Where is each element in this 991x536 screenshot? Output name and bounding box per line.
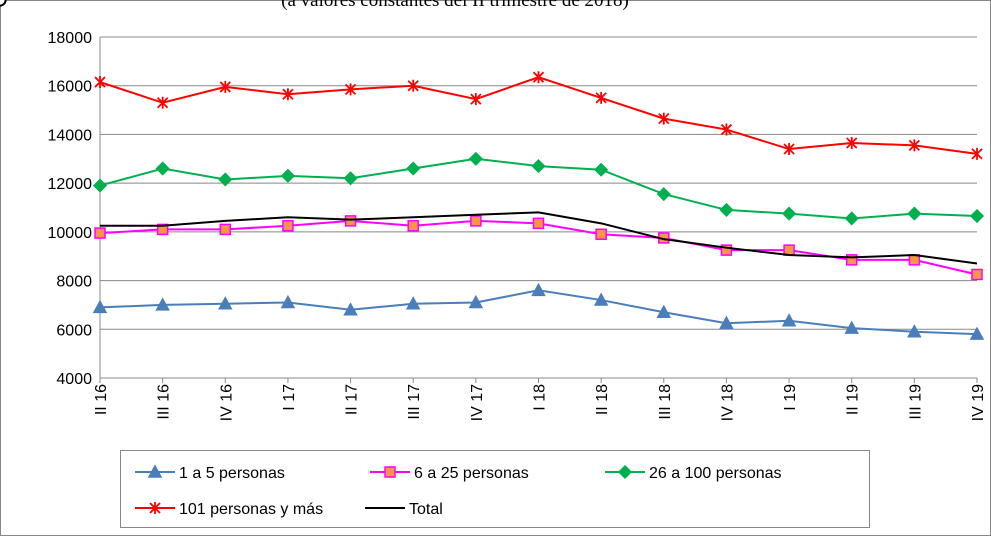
y-tick-label: 16000 <box>48 79 93 96</box>
series-line <box>100 211 978 265</box>
marker <box>846 136 858 149</box>
legend-label: 6 a 25 personas <box>414 465 529 482</box>
marker <box>844 211 859 226</box>
marker <box>719 202 734 217</box>
x-tick-label: II 17 <box>344 384 361 415</box>
y-tick-label: 14000 <box>48 127 93 144</box>
x-tick-label: I 18 <box>532 384 549 411</box>
marker <box>720 123 733 136</box>
marker <box>343 302 358 316</box>
x-tick-label: II 16 <box>93 384 110 415</box>
legend-label: 1 a 5 personas <box>179 465 285 482</box>
marker <box>468 294 484 309</box>
marker <box>617 464 633 480</box>
marker <box>0 0 7 7</box>
y-tick-label: 10000 <box>48 225 93 242</box>
marker <box>155 297 170 311</box>
marker <box>94 227 106 239</box>
marker <box>470 93 482 106</box>
marker <box>594 162 609 177</box>
marker <box>969 208 985 224</box>
marker <box>844 320 859 334</box>
marker <box>218 296 233 310</box>
marker <box>407 79 419 92</box>
x-tick-label: IV 17 <box>469 384 486 421</box>
marker <box>157 96 169 109</box>
marker <box>282 88 294 101</box>
legend-label: 101 personas y más <box>179 501 323 518</box>
marker <box>908 139 920 152</box>
marker <box>218 172 233 187</box>
marker <box>532 71 545 84</box>
marker <box>907 206 922 221</box>
marker <box>971 147 983 160</box>
marker <box>470 215 482 227</box>
legend-label: 26 a 100 personas <box>649 465 782 482</box>
marker <box>280 294 296 309</box>
y-tick-label: 6000 <box>56 322 92 339</box>
marker <box>147 464 163 478</box>
y-tick-label: 12000 <box>48 176 93 193</box>
x-tick-label: III 16 <box>156 384 173 420</box>
marker <box>781 313 797 327</box>
marker <box>531 282 546 297</box>
marker <box>156 223 169 236</box>
marker <box>845 254 858 266</box>
x-tick-label: II 18 <box>594 384 611 415</box>
marker <box>656 304 672 318</box>
marker <box>407 220 419 232</box>
marker <box>658 112 670 125</box>
marker <box>782 206 797 221</box>
marker <box>971 268 983 281</box>
legend-label: Total <box>409 501 443 518</box>
marker <box>593 292 609 306</box>
marker <box>595 228 607 241</box>
marker <box>532 217 545 230</box>
x-tick-label: IV 19 <box>970 384 987 421</box>
x-tick-label: II 19 <box>845 384 862 415</box>
marker <box>720 244 733 256</box>
marker <box>149 502 161 514</box>
marker <box>343 171 358 186</box>
marker <box>219 223 232 236</box>
marker <box>282 220 294 232</box>
x-tick-label: IV 18 <box>719 384 736 421</box>
marker <box>595 91 607 104</box>
marker <box>94 76 106 89</box>
x-tick-label: III 19 <box>907 384 924 420</box>
marker <box>280 168 295 183</box>
marker <box>406 161 421 176</box>
marker <box>219 80 231 93</box>
marker <box>405 296 421 310</box>
x-tick-label: I 19 <box>782 384 799 411</box>
marker <box>92 299 108 314</box>
marker <box>344 215 357 227</box>
y-tick-label: 18000 <box>48 30 93 47</box>
marker <box>656 187 671 202</box>
y-tick-label: 8000 <box>56 274 92 291</box>
x-tick-label: IV 16 <box>218 384 235 421</box>
marker <box>384 466 396 478</box>
marker <box>155 161 170 176</box>
marker <box>92 178 108 193</box>
marker <box>531 159 546 174</box>
chart-subtitle: (a valores constantes del II trimestre d… <box>281 0 629 11</box>
marker <box>344 83 357 96</box>
marker <box>783 143 795 156</box>
y-tick-label: 4000 <box>56 371 92 388</box>
marker <box>468 151 483 166</box>
x-tick-label: III 18 <box>657 384 674 420</box>
x-tick-label: III 17 <box>406 384 423 420</box>
marker <box>969 326 985 340</box>
marker <box>907 324 922 338</box>
x-tick-label: I 17 <box>281 384 298 411</box>
marker <box>719 315 734 329</box>
legend-box <box>120 450 870 528</box>
